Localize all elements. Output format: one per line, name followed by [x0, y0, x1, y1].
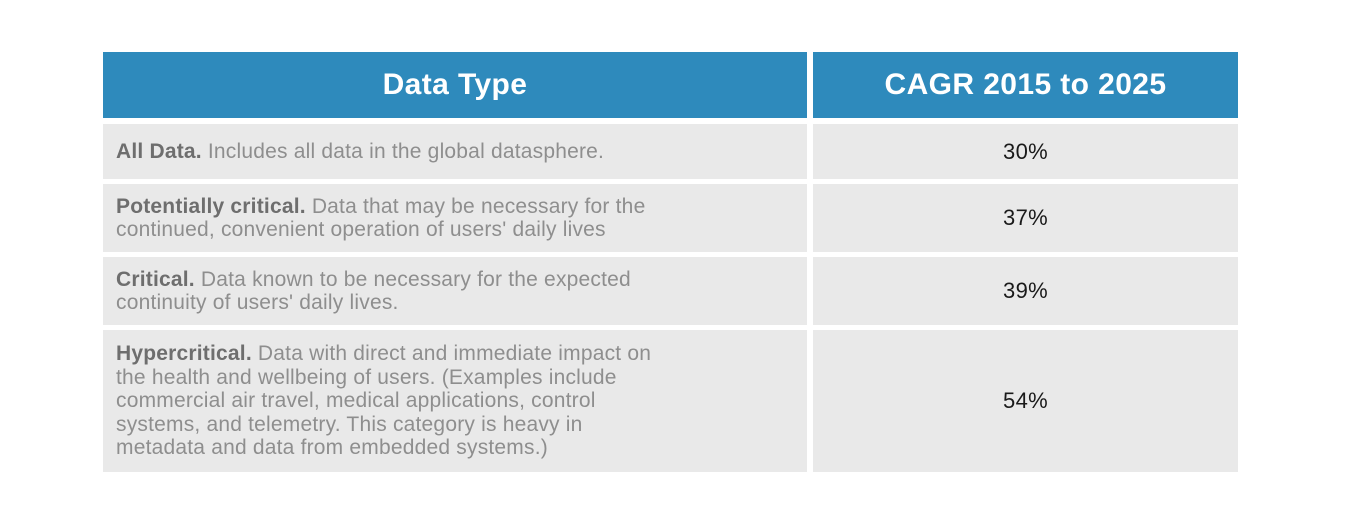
header-cagr-label: CAGR 2015 to 2025 — [884, 68, 1167, 101]
row-lead-label: Potentially critical. — [116, 194, 306, 218]
cagr-value-cell: 39% — [813, 257, 1238, 325]
data-type-cell: Critical. Data known to be necessary for… — [103, 257, 807, 325]
row-lead-label: Critical. — [116, 267, 195, 291]
table-row-potentially-critical: Potentially critical. Data that may be n… — [103, 184, 1238, 252]
table-row-hypercritical: Hypercritical. Data with direct and imme… — [103, 330, 1238, 472]
data-type-text: Potentially critical. Data that may be n… — [116, 195, 645, 242]
cagr-value-cell: 30% — [813, 124, 1238, 179]
row-lead-label: Hypercritical. — [116, 342, 252, 366]
cagr-value-cell: 54% — [813, 330, 1238, 472]
cagr-table: Data Type CAGR 2015 to 2025 All Data. In… — [103, 52, 1238, 472]
row-description: Data known to be necessary for the expec… — [116, 267, 631, 315]
data-type-text: All Data. Includes all data in the globa… — [116, 140, 604, 164]
data-type-text: Critical. Data known to be necessary for… — [116, 268, 631, 315]
data-type-cell: Potentially critical. Data that may be n… — [103, 184, 807, 252]
row-description: Data with direct and immediate impact on… — [116, 342, 652, 460]
table-row-all-data: All Data. Includes all data in the globa… — [103, 124, 1238, 179]
table-header-row: Data Type CAGR 2015 to 2025 — [103, 52, 1238, 118]
row-lead-label: All Data. — [116, 139, 202, 163]
data-type-cell: Hypercritical. Data with direct and imme… — [103, 330, 807, 472]
header-data-type-label: Data Type — [382, 68, 528, 101]
header-cell-data-type: Data Type — [103, 52, 807, 118]
data-type-text: Hypercritical. Data with direct and imme… — [116, 342, 651, 460]
header-cell-cagr: CAGR 2015 to 2025 — [813, 52, 1238, 118]
data-type-cell: All Data. Includes all data in the globa… — [103, 124, 807, 179]
row-description: Includes all data in the global datasphe… — [207, 139, 605, 163]
table-row-critical: Critical. Data known to be necessary for… — [103, 257, 1238, 325]
row-description: Data that may be necessary for the conti… — [116, 194, 646, 242]
cagr-value-cell: 37% — [813, 184, 1238, 252]
